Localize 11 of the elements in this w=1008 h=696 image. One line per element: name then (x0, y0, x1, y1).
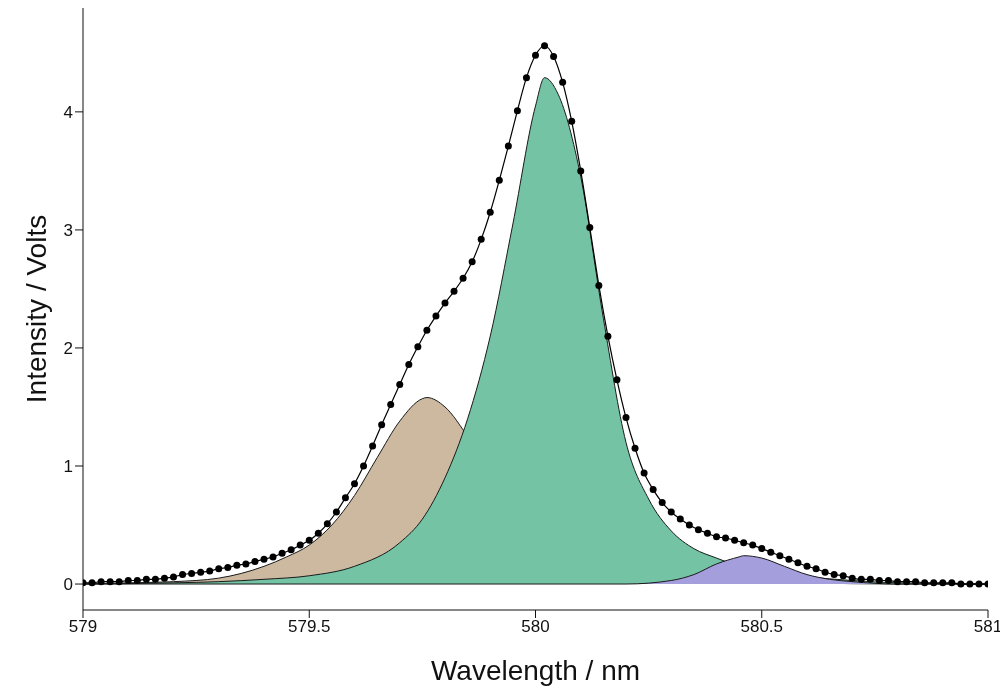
x-tick-label: 579.5 (287, 617, 331, 637)
y-tick-label: 2 (63, 338, 73, 358)
x-axis-title: Wavelength / nm (430, 655, 641, 686)
y-axis-title: Intensity / Volts (20, 214, 52, 404)
y-tick-label: 0 (63, 575, 73, 595)
y-tick-label: 4 (63, 102, 73, 122)
x-tick-label: 579 (68, 617, 98, 637)
x-tick-label: 580 (521, 617, 550, 637)
y-tick-label: 1 (63, 457, 73, 477)
y-tick-label: 3 (63, 220, 73, 240)
x-tick-label: 580.5 (740, 617, 784, 637)
